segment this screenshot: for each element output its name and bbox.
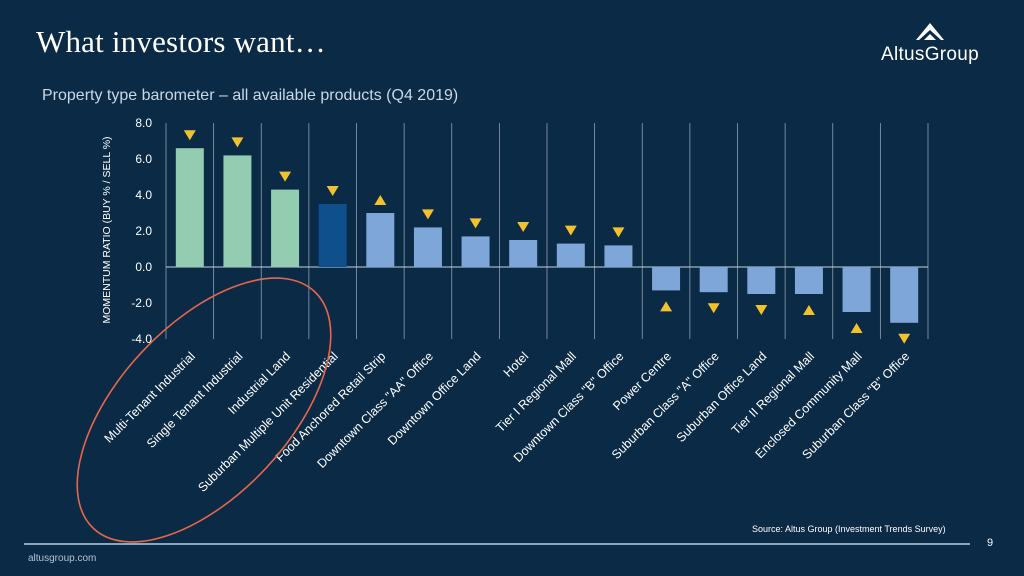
category-label: Tier II Regional Mall bbox=[729, 349, 817, 437]
bar bbox=[699, 267, 728, 293]
category-label: Single Tenant Industrial bbox=[144, 349, 246, 451]
trend-up-arrow-icon bbox=[660, 301, 673, 312]
y-tick-labels: 8.0 6.0 4.0 2.0 0.0 -2.0 -4.0 bbox=[131, 116, 152, 346]
y-axis-label: MOMENTUM RATIO (BUY % / SELL %) bbox=[101, 136, 113, 323]
trend-down-arrow-icon bbox=[421, 209, 434, 220]
highlight-circle bbox=[76, 277, 332, 543]
page-number: 9 bbox=[987, 537, 994, 549]
bar bbox=[318, 204, 347, 267]
trend-down-arrow-icon bbox=[231, 137, 244, 148]
y-tick-label: 8.0 bbox=[135, 116, 152, 130]
category-label: Tier I Regional Mall bbox=[493, 349, 579, 435]
trend-down-arrow-icon bbox=[279, 171, 292, 182]
y-tick-label: 4.0 bbox=[135, 188, 152, 202]
trend-down-arrow-icon bbox=[517, 222, 530, 232]
trend-down-arrow-icon bbox=[469, 218, 482, 229]
trend-up-arrow-icon bbox=[850, 323, 863, 333]
bar bbox=[747, 267, 776, 294]
y-tick-label: 2.0 bbox=[135, 224, 152, 238]
trend-up-arrow-icon bbox=[802, 305, 815, 315]
trend-down-arrow-icon bbox=[755, 305, 768, 315]
bar bbox=[223, 155, 252, 267]
logo-text: AltusGroup bbox=[880, 44, 980, 65]
bar bbox=[556, 243, 585, 267]
bar bbox=[413, 227, 442, 267]
trend-down-arrow-icon bbox=[326, 186, 339, 196]
bar bbox=[461, 236, 490, 267]
y-tick-label: -4.0 bbox=[131, 332, 152, 346]
category-label: Downtown Office Land bbox=[385, 349, 484, 448]
bar bbox=[890, 267, 919, 323]
category-label: Suburban Office Land bbox=[674, 349, 770, 445]
y-tick-label: 6.0 bbox=[135, 152, 152, 166]
slide-title: What investors want… bbox=[36, 24, 326, 59]
trend-down-arrow-icon bbox=[564, 225, 577, 236]
bar bbox=[604, 245, 633, 267]
trend-down-arrow-icon bbox=[898, 333, 911, 344]
footer-divider bbox=[24, 543, 970, 545]
bar bbox=[842, 267, 871, 312]
chart-title: Property type barometer – all available … bbox=[42, 87, 459, 104]
logo-mountain-icon bbox=[916, 23, 944, 40]
y-tick-label: -2.0 bbox=[131, 296, 152, 310]
footer-website: altusgroup.com bbox=[28, 553, 97, 564]
trend-down-arrow-icon bbox=[183, 130, 196, 141]
bar bbox=[509, 240, 538, 267]
category-label: Hotel bbox=[501, 349, 532, 380]
trend-up-arrow-icon bbox=[374, 195, 387, 205]
altus-group-logo: AltusGroup bbox=[872, 22, 988, 68]
bars bbox=[175, 148, 919, 323]
bar bbox=[366, 213, 395, 267]
trend-arrows bbox=[183, 130, 911, 344]
source-note: Source: Altus Group (Investment Trends S… bbox=[752, 524, 946, 534]
category-label: Multi-Tenant Industrial bbox=[102, 349, 198, 445]
bar bbox=[175, 148, 204, 267]
trend-down-arrow-icon bbox=[707, 303, 720, 314]
trend-down-arrow-icon bbox=[612, 227, 625, 238]
bar bbox=[271, 189, 300, 267]
y-tick-label: 0.0 bbox=[135, 260, 152, 274]
bar bbox=[794, 267, 823, 294]
bar bbox=[652, 267, 681, 291]
